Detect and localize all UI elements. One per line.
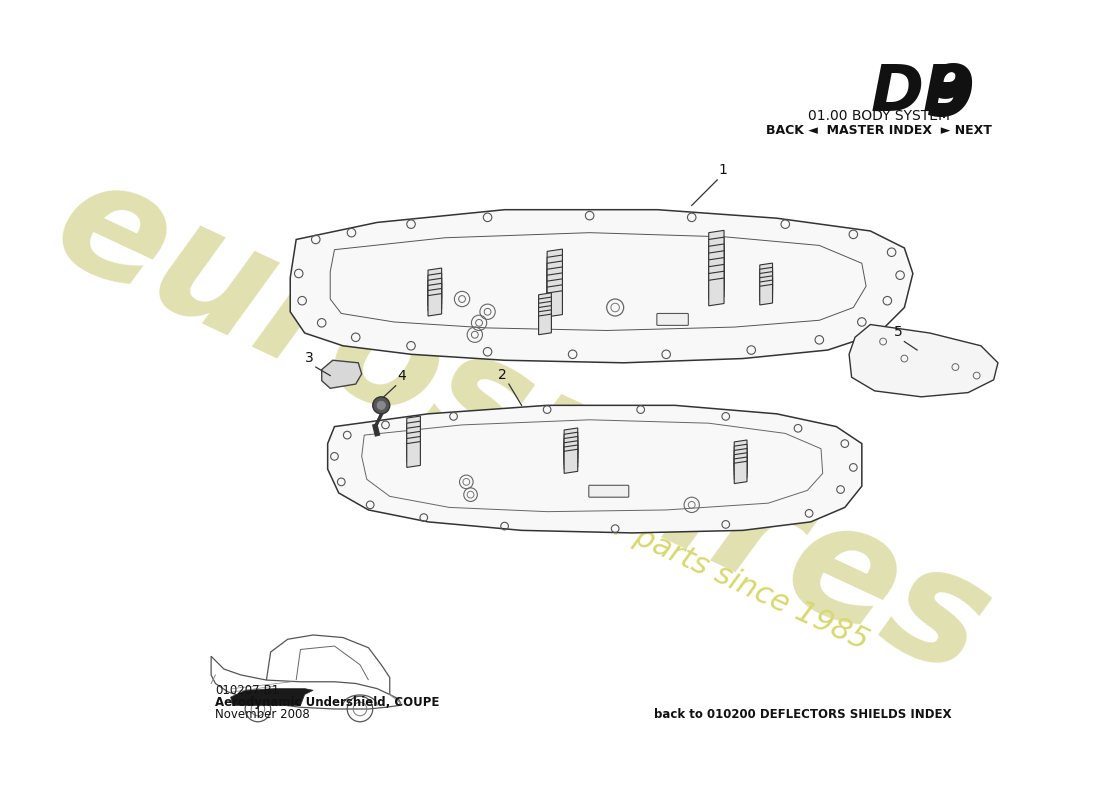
Polygon shape [708, 244, 724, 272]
Polygon shape [539, 306, 551, 326]
Polygon shape [564, 432, 578, 456]
Polygon shape [547, 249, 562, 275]
Text: 2: 2 [498, 367, 507, 382]
Circle shape [373, 397, 389, 414]
Polygon shape [564, 428, 578, 452]
Polygon shape [547, 273, 562, 299]
Polygon shape [539, 297, 551, 318]
Polygon shape [708, 278, 724, 306]
Polygon shape [564, 445, 578, 469]
FancyBboxPatch shape [657, 314, 689, 326]
Polygon shape [734, 457, 747, 479]
Polygon shape [849, 325, 998, 397]
Polygon shape [760, 271, 772, 292]
Polygon shape [760, 276, 772, 297]
Text: November 2008: November 2008 [216, 707, 310, 721]
FancyBboxPatch shape [588, 486, 629, 497]
Polygon shape [407, 416, 420, 442]
Text: DB: DB [870, 62, 972, 124]
Polygon shape [428, 273, 441, 296]
Polygon shape [564, 437, 578, 461]
Polygon shape [328, 406, 861, 533]
Text: BACK ◄  MASTER INDEX  ► NEXT: BACK ◄ MASTER INDEX ► NEXT [766, 124, 992, 137]
Polygon shape [708, 271, 724, 299]
Polygon shape [547, 267, 562, 293]
Polygon shape [708, 250, 724, 278]
Text: 1: 1 [719, 163, 728, 178]
Polygon shape [231, 689, 314, 706]
Text: 01.00 BODY SYSTEM: 01.00 BODY SYSTEM [807, 109, 949, 123]
Polygon shape [539, 293, 551, 314]
Polygon shape [539, 310, 551, 330]
Polygon shape [734, 462, 747, 483]
Polygon shape [734, 449, 747, 471]
Polygon shape [407, 426, 420, 452]
Text: 3: 3 [306, 350, 313, 365]
Polygon shape [290, 210, 913, 363]
Polygon shape [708, 264, 724, 292]
Text: 010207-B1: 010207-B1 [216, 684, 279, 697]
Polygon shape [407, 431, 420, 458]
Text: Aerodynamic Undershield, COUPE: Aerodynamic Undershield, COUPE [216, 696, 440, 709]
Text: 4: 4 [397, 370, 406, 383]
Text: eurospares: eurospares [31, 143, 1012, 710]
Polygon shape [407, 421, 420, 447]
Polygon shape [734, 440, 747, 462]
Polygon shape [547, 261, 562, 287]
Polygon shape [564, 450, 578, 474]
Polygon shape [428, 294, 441, 316]
Text: 5: 5 [894, 325, 903, 339]
Polygon shape [760, 263, 772, 284]
Polygon shape [708, 230, 724, 258]
Polygon shape [428, 289, 441, 311]
Text: 9: 9 [924, 62, 975, 131]
Polygon shape [547, 279, 562, 305]
Polygon shape [760, 284, 772, 305]
Polygon shape [539, 314, 551, 334]
Polygon shape [547, 255, 562, 281]
Text: a passion for parts since 1985: a passion for parts since 1985 [442, 435, 872, 656]
Polygon shape [547, 285, 562, 311]
Polygon shape [734, 444, 747, 466]
Polygon shape [760, 280, 772, 301]
Polygon shape [407, 437, 420, 462]
Polygon shape [428, 283, 441, 306]
Polygon shape [407, 442, 420, 467]
Circle shape [376, 400, 386, 410]
Text: back to 010200 DEFLECTORS SHIELDS INDEX: back to 010200 DEFLECTORS SHIELDS INDEX [653, 707, 952, 721]
Polygon shape [428, 268, 441, 290]
Polygon shape [564, 441, 578, 465]
Polygon shape [428, 278, 441, 301]
Polygon shape [734, 453, 747, 475]
Polygon shape [760, 267, 772, 288]
Polygon shape [539, 302, 551, 322]
Polygon shape [708, 237, 724, 265]
Polygon shape [321, 360, 362, 388]
Polygon shape [708, 258, 724, 286]
Polygon shape [547, 290, 562, 317]
